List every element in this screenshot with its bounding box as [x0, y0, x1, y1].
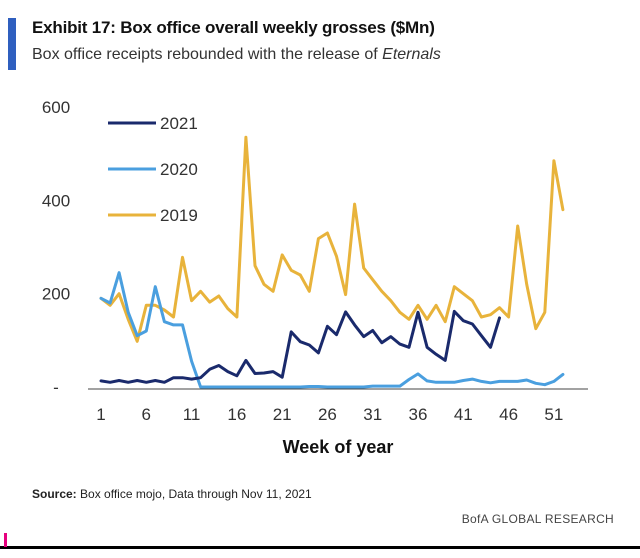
y-tick-label: 400	[42, 191, 70, 210]
subtitle-text: Box office receipts rebounded with the r…	[32, 46, 383, 63]
exhibit-subtitle: Box office receipts rebounded with the r…	[32, 46, 441, 64]
x-tick-label: 36	[409, 405, 428, 424]
subtitle-italic-text: Eternals	[382, 46, 441, 63]
corner-mark	[4, 533, 7, 547]
exhibit-panel: Exhibit 17: Box office overall weekly gr…	[8, 18, 614, 526]
x-tick-label: 26	[318, 405, 337, 424]
y-tick-label: -	[53, 378, 59, 397]
legend-label-2021: 2021	[160, 114, 198, 133]
source-text: Box office mojo, Data through Nov 11, 20…	[76, 487, 312, 501]
x-tick-label: 6	[142, 405, 151, 424]
x-tick-label: 46	[499, 405, 518, 424]
legend-label-2019: 2019	[160, 206, 198, 225]
series-line-2021	[99, 309, 501, 384]
series-line-2020	[99, 271, 565, 389]
x-axis-title: Week of year	[283, 437, 394, 457]
y-tick-label: 600	[42, 98, 70, 117]
title-accent-bar	[8, 18, 16, 70]
brand-label: BofA GLOBAL RESEARCH	[461, 512, 614, 526]
x-tick-label: 41	[454, 405, 473, 424]
exhibit-title: Exhibit 17: Box office overall weekly gr…	[32, 18, 435, 37]
x-tick-label: 1	[96, 405, 105, 424]
x-tick-label: 31	[363, 405, 382, 424]
x-tick-label: 11	[183, 405, 201, 424]
bottom-rule	[0, 546, 640, 549]
x-tick-label: 51	[544, 405, 563, 424]
legend-label-2020: 2020	[160, 160, 198, 179]
x-tick-label: 21	[273, 405, 292, 424]
source-note: Source: Box office mojo, Data through No…	[32, 487, 312, 501]
series-line-2019	[99, 135, 565, 343]
x-tick-label: 16	[227, 405, 246, 424]
source-label: Source:	[32, 487, 77, 501]
y-tick-label: 200	[42, 285, 70, 304]
